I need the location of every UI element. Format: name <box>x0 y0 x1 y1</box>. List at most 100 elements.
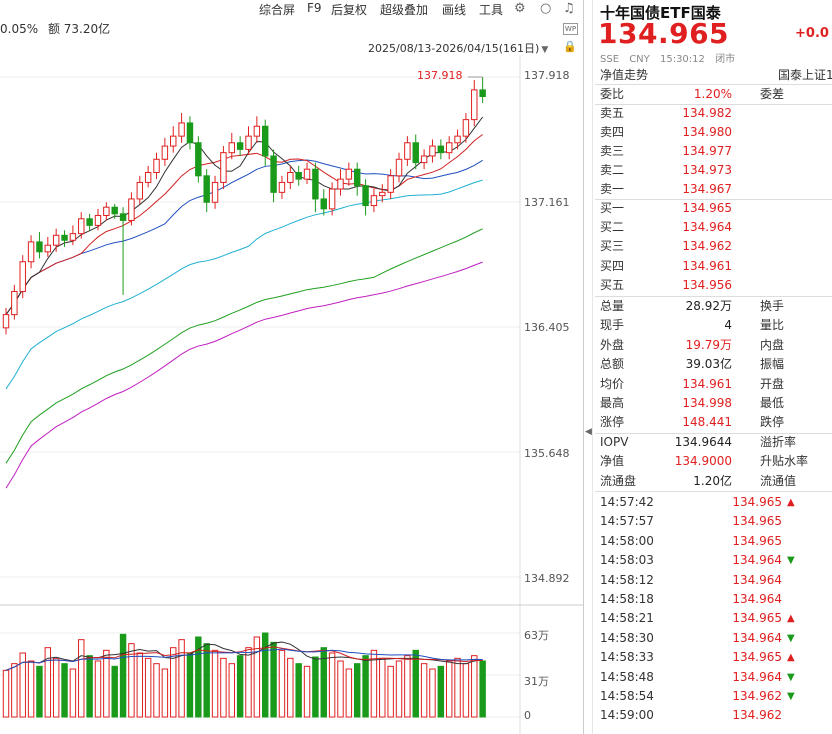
row-value: 134.977 <box>682 144 732 158</box>
volume-bar <box>36 665 43 718</box>
candle-body <box>454 135 461 144</box>
volume-bar <box>186 652 194 718</box>
divider <box>595 433 832 434</box>
related-index-link[interactable]: 国泰上证1 <box>778 68 832 82</box>
candle-body <box>86 218 93 226</box>
bell-icon[interactable]: ♫ <box>563 1 575 16</box>
candle-body <box>144 172 152 183</box>
row-label: 卖一 <box>600 182 625 196</box>
row-label: 买二 <box>600 220 625 235</box>
tick-price: 134.964 <box>732 630 782 645</box>
row-value: 134.962 <box>682 239 732 254</box>
bids-row: 买五 134.956 <box>600 276 832 295</box>
candle-body <box>19 261 26 292</box>
row-value: 134.982 <box>682 106 732 120</box>
row-label-2: 跌停 <box>760 415 785 430</box>
asks-row: 卖四 134.980 <box>600 123 832 142</box>
divider <box>595 104 832 105</box>
tick-row[interactable]: 14:58:18 134.964 <box>600 590 832 609</box>
candle-body <box>111 206 118 215</box>
tick-price: 134.962 <box>732 708 782 723</box>
row-value: 134.956 <box>682 277 732 292</box>
volume-bar <box>404 655 411 718</box>
tick-row[interactable]: 14:58:33 134.965 ▲ <box>600 648 832 667</box>
stats2-row: 净值 134.9000 升贴水率 <box>600 452 832 471</box>
candle-body <box>236 142 244 150</box>
circle-icon[interactable]: ○ <box>540 1 552 16</box>
tick-row[interactable]: 14:58:03 134.964 ▼ <box>600 551 832 570</box>
price-tick-label: 134.892 <box>524 572 570 585</box>
date-range-selector[interactable]: 2025/08/13-2026/04/15(161日) ▼ <box>368 40 548 56</box>
tick-price: 134.964 <box>732 669 782 684</box>
candle-body <box>178 122 185 137</box>
divider <box>595 199 832 200</box>
tick-row[interactable]: 14:58:00 134.965 <box>600 532 832 551</box>
price-tick-label: 136.405 <box>524 321 570 334</box>
candle-body <box>2 314 10 329</box>
nav-trend-link[interactable]: 净值走势 <box>600 68 649 82</box>
panel-divider <box>592 0 593 734</box>
tick-row[interactable]: 14:58:54 134.962 ▼ <box>600 687 832 706</box>
row-label-2: 内盘 <box>760 337 785 352</box>
kline-chart[interactable] <box>0 55 583 734</box>
toolbar-f9-button[interactable]: F9 <box>307 1 322 15</box>
candle-body <box>211 181 219 203</box>
chart-toolbar: 综合屏 F9 后复权 超级叠加 画线 工具 ⚙ ○ ♫ <box>0 0 583 18</box>
volume-bar <box>412 649 419 718</box>
row-value: 134.961 <box>682 376 732 391</box>
volume-tick-label: 0 <box>524 709 531 722</box>
candle-body <box>387 175 394 193</box>
row-value: 134.973 <box>682 163 732 177</box>
tick-price: 134.964 <box>732 572 782 587</box>
tick-row[interactable]: 14:58:21 134.965 ▲ <box>600 609 832 628</box>
tick-row[interactable]: 14:58:48 134.964 ▼ <box>600 668 832 687</box>
row-label: 流通盘 <box>600 473 637 488</box>
row-value: 134.965 <box>682 201 732 215</box>
toolbar-overview-button[interactable]: 综合屏 <box>259 3 296 17</box>
volume-bar <box>420 663 428 718</box>
volume-bar <box>220 657 227 718</box>
candle-body <box>303 168 311 180</box>
toolbar-overlay-button[interactable]: 超级叠加 <box>380 3 429 17</box>
bids-row: 买三 134.962 <box>600 237 832 256</box>
row-value: 39.03亿 <box>685 357 732 372</box>
chart-area[interactable]: 综合屏 F9 后复权 超级叠加 画线 工具 ⚙ ○ ♫ 0.05% 额 73.2… <box>0 0 583 734</box>
tick-row[interactable]: 14:58:12 134.964 <box>600 571 832 590</box>
candle-body <box>270 155 277 193</box>
tick-row[interactable]: 14:57:42 134.965 ▲ <box>600 493 832 512</box>
volume-bar <box>195 636 202 718</box>
nav-trend-row[interactable]: 净值走势 国泰上证1 <box>600 66 832 83</box>
volume-bar <box>103 649 110 718</box>
arrow-up-icon: ▲ <box>787 497 795 508</box>
volume-bar <box>144 657 152 718</box>
divider <box>595 296 832 297</box>
tick-row[interactable]: 14:57:57 134.965 <box>600 512 832 531</box>
row-label: 涨停 <box>600 415 625 430</box>
asks-row: 卖五 134.982 <box>600 104 832 123</box>
gear-icon[interactable]: ⚙ <box>514 1 526 16</box>
tick-row[interactable]: 14:58:30 134.964 ▼ <box>600 629 832 648</box>
candle-body <box>412 142 419 164</box>
ma60-line <box>5 179 483 390</box>
volume-bar <box>479 660 486 718</box>
wp-icon[interactable]: WP <box>563 23 578 35</box>
tick-price: 134.965 <box>732 611 782 626</box>
candle-body <box>437 145 445 154</box>
toolbar-draw-button[interactable]: 画线 <box>442 3 467 17</box>
candle-body <box>445 142 453 154</box>
volume-bar <box>287 657 294 718</box>
ma10-line <box>5 134 483 315</box>
candle-body <box>195 142 202 177</box>
collapse-arrow-icon[interactable]: ◀ <box>585 427 592 437</box>
row-label-2: 升贴水率 <box>760 454 809 469</box>
row-value: 28.92万 <box>685 299 732 313</box>
toolbar-adjust-button[interactable]: 后复权 <box>331 3 368 17</box>
ratio-value: 1.20% <box>693 87 732 101</box>
row-label-2: 流通值 <box>760 473 797 488</box>
candle-body <box>61 234 68 241</box>
toolbar-tools-button[interactable]: 工具 <box>479 3 504 17</box>
tick-row[interactable]: 14:59:00 134.962 <box>600 706 832 725</box>
candle-body <box>245 135 252 150</box>
lock-icon[interactable]: 🔒 <box>563 40 577 53</box>
price-tick-label: 135.648 <box>524 447 570 460</box>
